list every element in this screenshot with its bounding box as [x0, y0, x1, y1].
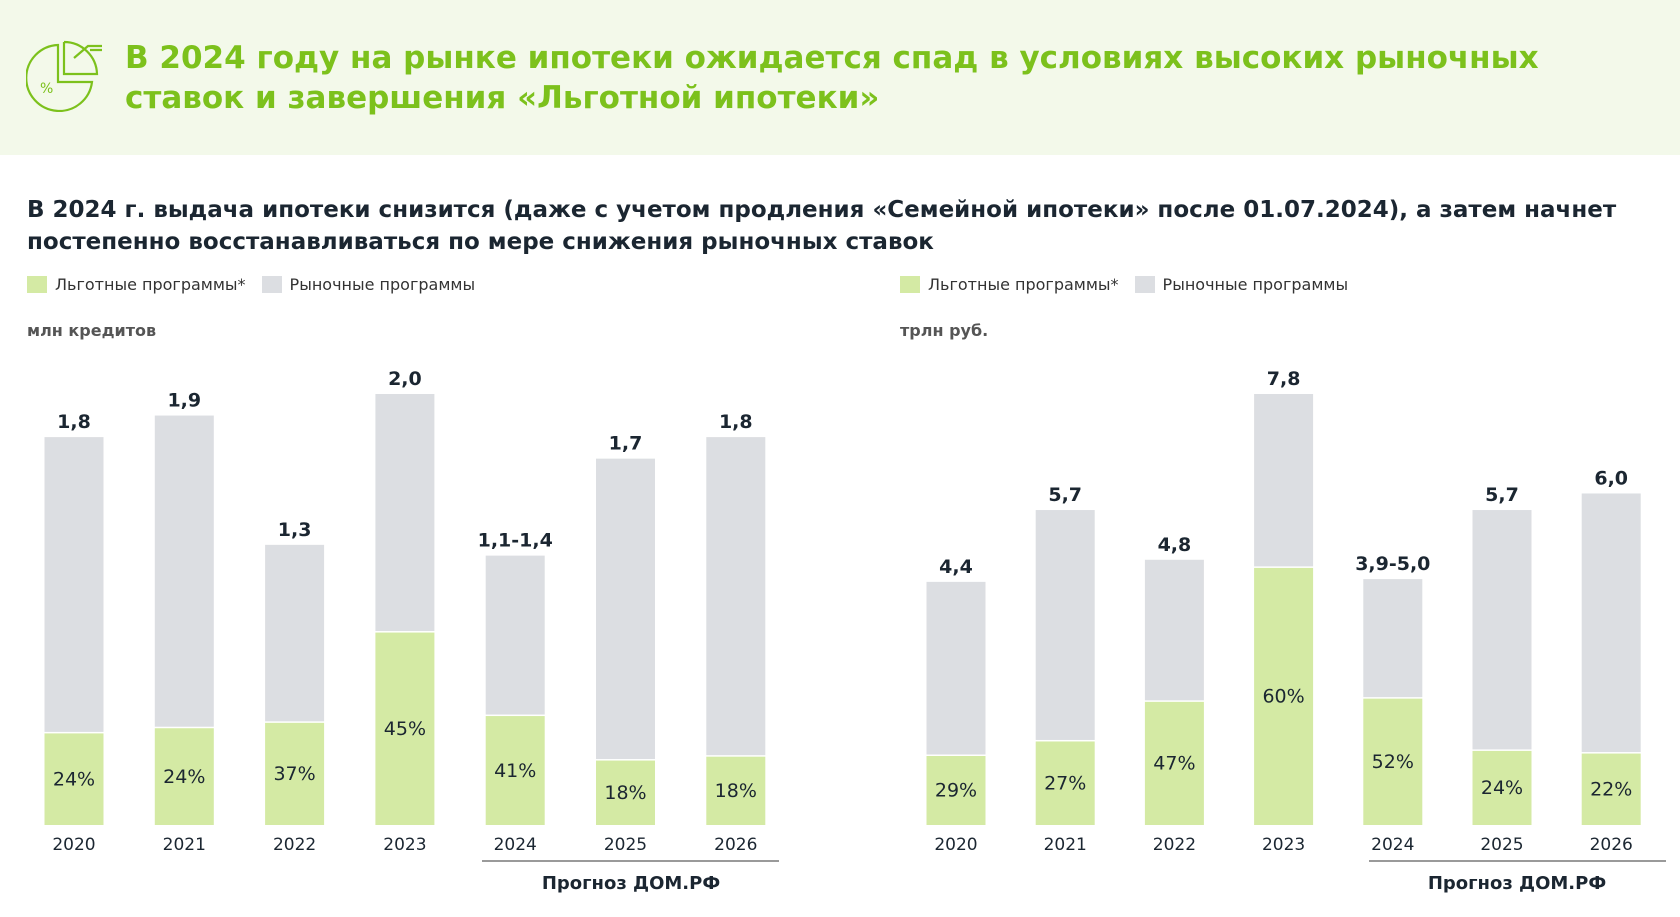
legend-label: Льготные программы* [55, 275, 246, 294]
share-label: 29% [935, 780, 977, 802]
bar-market [44, 437, 104, 732]
x-tick-label: 2022 [273, 835, 316, 855]
x-tick-label: 2023 [1262, 835, 1305, 855]
bar-preferential [44, 733, 104, 825]
share-label: 47% [1153, 753, 1195, 775]
bar-preferential [1144, 701, 1204, 825]
legend-item-market: Рыночные программы [1134, 275, 1349, 294]
total-label: 4,4 [939, 556, 973, 578]
bar-preferential [1254, 567, 1314, 825]
bar-market [706, 437, 766, 756]
bar-market [1035, 510, 1095, 740]
pie-chart-percent-icon: % [26, 40, 102, 112]
bar-preferential [1472, 750, 1532, 825]
legend-label: Рыночные программы [1162, 275, 1349, 294]
x-tick-label: 2025 [1480, 835, 1523, 855]
x-tick-label: 2020 [934, 835, 977, 855]
y-axis-label-right: трлн руб. [900, 321, 989, 340]
bar-market [154, 415, 214, 727]
total-label: 1,7 [609, 433, 643, 455]
bar-market [265, 544, 325, 722]
bar-market [596, 458, 655, 760]
share-label: 24% [53, 768, 95, 790]
total-label: 1,9 [167, 390, 201, 412]
share-label: 60% [1262, 686, 1304, 708]
legend-item-preferential: Льготные программы* [27, 275, 246, 294]
legend-right: Льготные программы* Рыночные программы [900, 275, 1364, 294]
share-label: 52% [1372, 751, 1414, 773]
legend-label: Льготные программы* [928, 275, 1119, 294]
share-label: 18% [604, 782, 646, 804]
page-title: В 2024 году на рынке ипотеки ожидается с… [125, 40, 1539, 116]
total-label: 5,7 [1048, 484, 1082, 506]
x-tick-label: 2022 [1153, 835, 1196, 855]
x-tick-label: 2026 [714, 835, 757, 855]
svg-text:%: % [40, 81, 53, 97]
header-band: % В 2024 году на рынке ипотеки ожидается… [0, 0, 1680, 155]
share-label: 24% [1481, 777, 1523, 799]
total-label: 4,8 [1158, 534, 1192, 556]
share-label: 27% [1044, 772, 1086, 794]
bar-preferential [1581, 753, 1641, 825]
bar-preferential [1035, 741, 1095, 825]
x-tick-label: 2026 [1590, 835, 1633, 855]
bar-market [926, 581, 986, 755]
bar-market [1254, 394, 1314, 567]
x-tick-label: 2021 [163, 835, 206, 855]
share-label: 41% [494, 760, 536, 782]
total-label: 2,0 [388, 368, 422, 390]
share-label: 24% [163, 766, 205, 788]
legend-item-market: Рыночные программы [261, 275, 476, 294]
share-label: 37% [273, 763, 315, 785]
x-tick-label: 2025 [604, 835, 647, 855]
bar-preferential [154, 728, 214, 825]
total-label: 7,8 [1267, 368, 1301, 390]
bar-market [1581, 493, 1641, 753]
share-label: 22% [1590, 779, 1632, 801]
bar-market [1472, 510, 1532, 750]
total-label: 1,8 [57, 411, 91, 433]
legend-swatch [900, 276, 920, 293]
legend-swatch [27, 276, 47, 293]
bar-market [375, 394, 435, 632]
total-label: 5,7 [1485, 484, 1519, 506]
bar-market [1363, 579, 1423, 698]
bar-preferential [706, 756, 766, 825]
bar-preferential [265, 722, 325, 825]
total-label: 6,0 [1594, 467, 1628, 489]
bar-market [485, 555, 545, 715]
legend-item-preferential: Льготные программы* [900, 275, 1119, 294]
total-label: 1,3 [278, 519, 312, 541]
legend-swatch [261, 276, 282, 293]
chart-subtitle: В 2024 г. выдача ипотеки снизится (даже … [27, 197, 1617, 255]
bar-preferential [375, 632, 435, 825]
y-axis-label-left: млн кредитов [27, 321, 157, 340]
bar-preferential [596, 760, 655, 825]
forecast-label-left: Прогноз ДОМ.РФ [541, 873, 721, 894]
bar-market [1144, 559, 1204, 701]
bar-preferential [485, 716, 545, 825]
legend-left: Льготные программы* Рыночные программы [27, 275, 491, 294]
legend-swatch [1134, 276, 1155, 293]
bar-preferential [1363, 698, 1423, 825]
x-tick-label: 2020 [52, 835, 95, 855]
legend-label: Рыночные программы [289, 275, 476, 294]
bar-preferential [926, 755, 986, 825]
x-tick-label: 2023 [383, 835, 426, 855]
forecast-label-right: Прогноз ДОМ.РФ [1427, 873, 1607, 894]
x-tick-label: 2021 [1044, 835, 1087, 855]
total-label: 3,9-5,0 [1355, 553, 1430, 575]
x-tick-label: 2024 [1371, 835, 1414, 855]
share-label: 18% [715, 780, 757, 802]
x-tick-label: 2024 [494, 835, 537, 855]
share-label: 45% [384, 718, 426, 740]
total-label: 1,8 [719, 411, 753, 433]
total-label: 1,1-1,4 [478, 530, 553, 552]
